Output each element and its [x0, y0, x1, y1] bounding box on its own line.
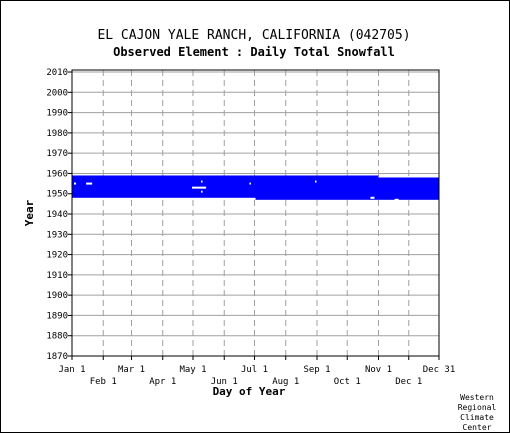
chart-subtitle: Observed Element : Daily Total Snowfall	[113, 45, 395, 59]
x-tick-label-lower: Dec 1	[395, 377, 422, 387]
tick-layer: 1870 1880 1890 1900 1910 1920 1930 1940 1950 1960…	[46, 68, 455, 387]
y-tick-label: 1870	[46, 352, 68, 362]
y-axis-label: Year	[23, 199, 36, 226]
x-axis-label: Day of Year	[213, 385, 286, 398]
y-tick-label: 1890	[46, 311, 68, 321]
data-gap	[201, 180, 203, 183]
x-tick-label-upper: Mar 1	[118, 365, 145, 375]
data-gap	[249, 182, 251, 185]
y-tick-label: 1960	[46, 169, 68, 179]
data-gap	[314, 180, 317, 183]
credit-line-1: Western	[460, 393, 494, 402]
x-tick-label-lower: Aug 1	[272, 377, 299, 387]
coverage-block	[378, 177, 439, 200]
data-layer	[72, 175, 439, 201]
chart-title: EL CAJON YALE RANCH, CALIFORNIA (042705)	[97, 28, 410, 43]
data-gap	[201, 190, 203, 193]
x-tick-label-upper: May 1	[179, 365, 206, 375]
data-gap	[191, 186, 207, 189]
y-tick-label: 1920	[46, 251, 68, 261]
x-tick-label-upper: Jan 1	[58, 365, 85, 375]
credit-line-4: Center	[463, 423, 492, 432]
credit-line-3: Climate	[460, 413, 494, 422]
y-tick-label: 1930	[46, 230, 68, 240]
y-tick-label: 1990	[46, 109, 68, 119]
data-gap	[74, 182, 77, 185]
y-tick-label: 1910	[46, 271, 68, 281]
x-tick-label-upper: Jul 1	[241, 365, 268, 375]
data-gap	[370, 196, 375, 199]
x-tick-label-upper: Sep 1	[303, 365, 330, 375]
y-tick-label: 1980	[46, 129, 68, 139]
data-gap	[394, 198, 399, 201]
y-tick-label: 1970	[46, 149, 68, 159]
y-tick-label: 2000	[46, 88, 68, 98]
y-tick-label: 2010	[46, 68, 68, 78]
coverage-block	[255, 175, 379, 200]
grid-layer	[72, 70, 439, 356]
y-tick-label: 1900	[46, 291, 68, 301]
plot-area-border	[71, 69, 440, 357]
coverage-block	[72, 175, 256, 198]
y-tick-label: 1940	[46, 210, 68, 220]
x-tick-label-lower: Oct 1	[334, 377, 361, 387]
y-tick-label: 1880	[46, 332, 68, 342]
credit-line-2: Regional	[458, 403, 497, 412]
y-tick-label: 1950	[46, 190, 68, 200]
x-tick-label-lower: Feb 1	[90, 377, 117, 387]
x-tick-label-upper: Dec 31	[423, 365, 456, 375]
x-tick-label-lower: Apr 1	[149, 377, 176, 387]
data-gap	[86, 182, 93, 185]
x-tick-label-upper: Nov 1	[365, 365, 392, 375]
x-tick-label-lower: Jun 1	[211, 377, 238, 387]
